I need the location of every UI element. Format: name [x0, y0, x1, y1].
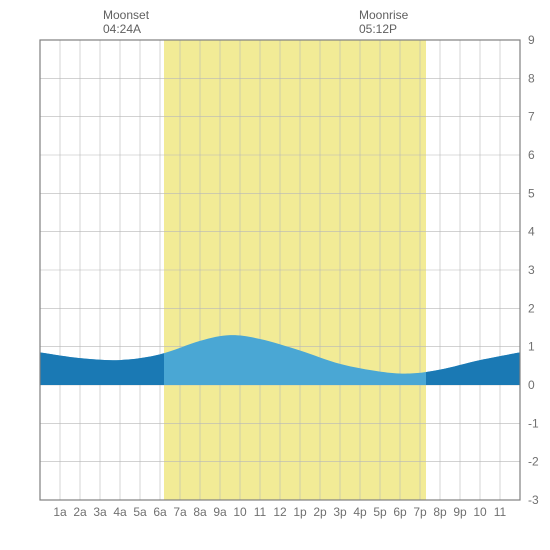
- y-tick-label: 1: [528, 340, 535, 354]
- x-tick-label: 12: [273, 505, 287, 519]
- y-tick-label: 7: [528, 110, 535, 124]
- x-tick-label: 3p: [333, 505, 347, 519]
- moonset-annotation: Moonset 04:24A: [103, 8, 149, 36]
- y-tick-label: 8: [528, 71, 535, 85]
- moonrise-annotation: Moonrise 05:12P: [359, 8, 408, 36]
- chart-svg: -3-2-101234567891a2a3a4a5a6a7a8a9a101112…: [0, 0, 550, 550]
- x-tick-label: 11: [254, 505, 267, 519]
- x-tick-label: 6p: [393, 505, 407, 519]
- x-tick-label: 4a: [113, 505, 127, 519]
- x-tick-label: 8p: [433, 505, 447, 519]
- x-tick-label: 10: [233, 505, 247, 519]
- x-tick-label: 5a: [133, 505, 147, 519]
- x-tick-label: 5p: [373, 505, 387, 519]
- x-tick-label: 10: [473, 505, 487, 519]
- y-tick-label: 2: [528, 301, 535, 315]
- y-tick-label: 3: [528, 263, 535, 277]
- y-tick-label: 0: [528, 378, 535, 392]
- y-tick-label: 5: [528, 186, 535, 200]
- x-tick-label: 6a: [153, 505, 167, 519]
- x-tick-label: 7p: [413, 505, 427, 519]
- x-tick-label: 3a: [93, 505, 107, 519]
- x-tick-label: 1p: [293, 505, 307, 519]
- y-tick-label: 9: [528, 33, 535, 47]
- y-tick-label: -3: [528, 493, 539, 507]
- x-tick-label: 2a: [73, 505, 87, 519]
- tide-chart: -3-2-101234567891a2a3a4a5a6a7a8a9a101112…: [0, 0, 550, 550]
- x-tick-label: 7a: [173, 505, 187, 519]
- y-tick-label: -2: [528, 455, 539, 469]
- x-tick-label: 9p: [453, 505, 467, 519]
- x-tick-label: 11: [494, 505, 507, 519]
- x-tick-label: 1a: [53, 505, 67, 519]
- y-tick-label: -1: [528, 416, 539, 430]
- y-tick-label: 6: [528, 148, 535, 162]
- x-tick-label: 4p: [353, 505, 367, 519]
- x-tick-label: 9a: [213, 505, 227, 519]
- x-tick-label: 8a: [193, 505, 207, 519]
- y-tick-label: 4: [528, 225, 535, 239]
- x-tick-label: 2p: [313, 505, 327, 519]
